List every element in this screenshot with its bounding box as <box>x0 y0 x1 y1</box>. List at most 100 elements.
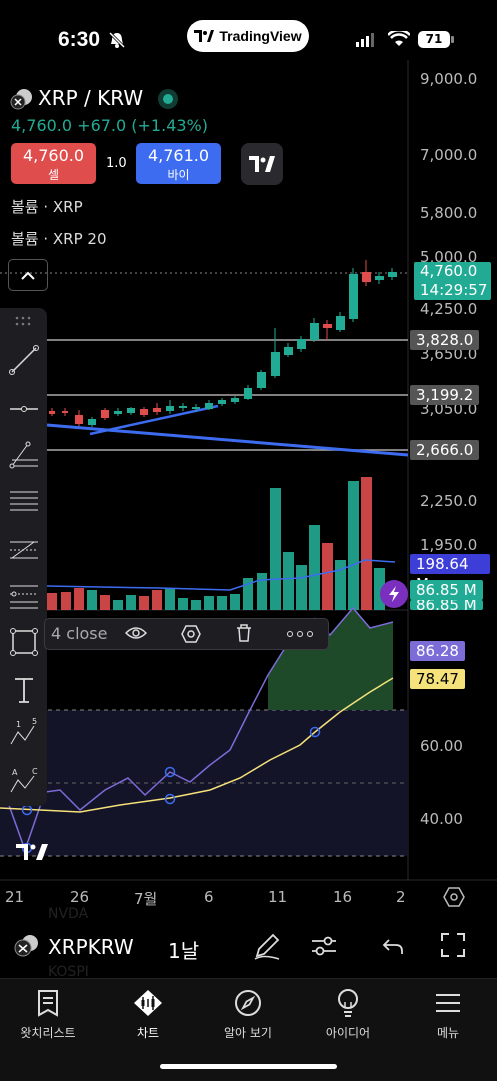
signal-icon <box>356 33 374 47</box>
collapse-legend-button[interactable] <box>8 259 48 291</box>
time-tick: 7월 <box>134 890 158 908</box>
buy-label: 바이 <box>167 168 190 182</box>
time-tick: 6 <box>204 888 214 906</box>
sell-button[interactable]: 4,760.0 셀 <box>11 143 96 184</box>
tab-explore[interactable]: 알아 보기 <box>203 988 293 1041</box>
chevron-up-icon <box>21 271 35 280</box>
home-indicator[interactable] <box>160 1064 337 1069</box>
volume-indicator-label[interactable]: 볼륨 · XRP <box>11 198 83 216</box>
price-tick: 1,950.0 <box>420 536 478 554</box>
buy-price: 4,761.0 <box>147 146 210 165</box>
fullscreen-icon[interactable] <box>440 932 466 958</box>
tab-ideas[interactable]: 아이디어 <box>303 988 393 1041</box>
last-price-badge: 4,760.0 14:29:57 <box>414 262 491 300</box>
tab-bar <box>0 978 497 1081</box>
xrp-logo-icon[interactable] <box>14 933 40 957</box>
pill-label: TradingView <box>219 28 302 44</box>
volume-bars <box>47 477 385 610</box>
level-badge: 2,666.0 <box>410 440 480 460</box>
symbol-bar <box>0 920 497 976</box>
battery-cap <box>451 36 454 43</box>
compass-icon <box>235 990 261 1016</box>
level-badge: 3,199.2 <box>410 385 480 405</box>
battery-indicator: 71 <box>418 31 450 48</box>
price-tick: 4,250.0 <box>420 300 478 318</box>
drag-handle-icon[interactable] <box>15 316 33 328</box>
settings-hexagon-icon[interactable] <box>181 624 201 644</box>
more-icon[interactable] <box>287 631 313 637</box>
ghost-watchlist-item: KOSPI <box>48 964 89 980</box>
tradingview-pill[interactable]: TradingView <box>187 20 309 52</box>
parallel-lines-tool-icon[interactable] <box>8 486 40 518</box>
osc-tick: 40.00 <box>420 810 463 828</box>
undo-icon[interactable] <box>381 936 405 956</box>
price-tick: 5,800.0 <box>420 204 478 222</box>
volume-badge-dup: 86.85 M <box>410 600 483 610</box>
osc-tick: 60.00 <box>420 737 463 755</box>
bar-countdown: 14:29:57 <box>420 281 488 299</box>
eye-icon[interactable] <box>125 625 147 641</box>
interval-selector[interactable]: 1날 <box>168 939 200 963</box>
symbol-name[interactable]: XRPKRW <box>48 935 134 959</box>
price-tick: 2,250.0 <box>420 492 478 510</box>
tab-chart[interactable]: 차트 <box>103 988 193 1041</box>
drawing-object-toolbar: 4 close <box>44 618 329 650</box>
chart-canvas[interactable] <box>0 60 497 920</box>
wifi-icon <box>388 31 410 46</box>
svg-text:A: A <box>12 768 18 777</box>
status-time: 6:30 <box>58 28 101 51</box>
trend-line-tool-icon[interactable] <box>8 344 40 376</box>
volume-ma-badge: 198.64 M <box>410 554 490 593</box>
volume-ma-indicator-label[interactable]: 볼륨 · XRP 20 <box>11 230 107 248</box>
price-tick: 7,000.0 <box>420 146 478 164</box>
tab-label: 아이디어 <box>325 1026 371 1040</box>
fib-retracement-tool-icon[interactable] <box>8 534 40 566</box>
trash-icon[interactable] <box>235 623 253 643</box>
time-tick: 2 <box>396 888 406 906</box>
xrp-logo-icon[interactable] <box>10 88 34 110</box>
tab-menu[interactable]: 메뉴 <box>403 988 493 1041</box>
indicators-icon[interactable] <box>310 934 338 958</box>
volume-badge: 86.85 M <box>410 580 483 600</box>
tradingview-watermark-icon <box>16 844 48 860</box>
market-status-dot <box>158 89 178 109</box>
text-tool-icon[interactable] <box>8 674 40 706</box>
svg-text:1: 1 <box>16 720 21 729</box>
sell-price: 4,760.0 <box>22 146 85 165</box>
time-tick: 16 <box>333 888 353 906</box>
tradingview-logo-icon <box>249 156 275 172</box>
pitchfork-tool-icon[interactable] <box>8 438 40 470</box>
horizontal-line-tool-icon[interactable] <box>8 393 40 425</box>
time-tick: 26 <box>70 888 90 906</box>
silent-bell-icon <box>108 31 126 49</box>
alert-lightning-button[interactable] <box>380 580 408 608</box>
menu-icon <box>436 994 460 1012</box>
drawing-pen-icon[interactable] <box>253 932 281 960</box>
rectangle-tool-icon[interactable] <box>8 626 40 658</box>
tab-label: 메뉴 <box>436 1026 460 1040</box>
sell-label: 셀 <box>47 168 60 182</box>
candles <box>49 260 397 427</box>
lightning-icon <box>389 586 399 602</box>
tradingview-logo-icon <box>194 30 215 42</box>
svg-text:5: 5 <box>32 718 37 726</box>
symbol-title[interactable]: XRP / KRW <box>38 86 144 110</box>
tab-label: 차트 <box>136 1026 160 1040</box>
buy-button[interactable]: 4,761.0 바이 <box>136 143 221 184</box>
lightbulb-icon <box>338 989 358 1017</box>
object-label[interactable]: 4 close <box>51 624 108 643</box>
chart-settings-icon[interactable] <box>443 886 465 908</box>
last-price: 4,760.0 <box>420 262 478 280</box>
time-tick: 11 <box>268 888 288 906</box>
tab-watchlist[interactable]: 왓치리스트 <box>3 988 93 1041</box>
tradingview-button[interactable] <box>241 143 283 185</box>
ghost-watchlist-item: NVDA <box>48 906 89 922</box>
fib-extension-tool-icon[interactable] <box>8 580 40 612</box>
tab-label: 알아 보기 <box>224 1026 272 1040</box>
svg-text:C: C <box>32 767 38 776</box>
time-tick: 21 <box>5 888 25 906</box>
level-badge: 3,828.0 <box>410 330 480 350</box>
